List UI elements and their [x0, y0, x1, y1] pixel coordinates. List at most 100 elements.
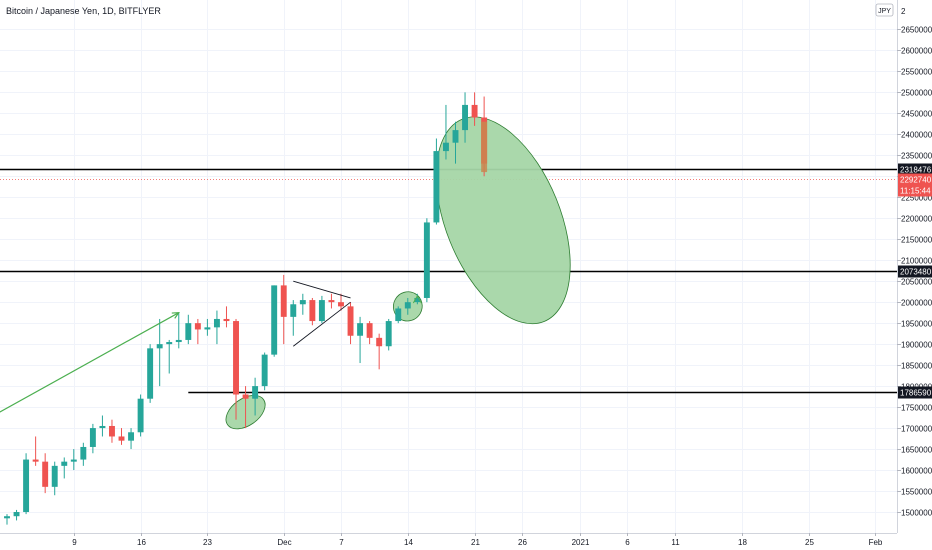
candle-body: [242, 394, 249, 399]
candle-body: [376, 337, 383, 347]
candle-body: [89, 428, 96, 447]
candle-body: [357, 323, 364, 336]
candle: [271, 285, 278, 357]
y-tick-label: 2100000: [901, 257, 932, 266]
candle-body: [128, 432, 135, 441]
candle-body: [118, 436, 125, 441]
candle-body: [366, 323, 373, 338]
y-tick-label: 2550000: [901, 68, 932, 77]
candle: [385, 318, 392, 351]
candle: [42, 453, 49, 494]
candle: [128, 428, 135, 450]
candle-body: [338, 302, 344, 307]
level-label: 1786590: [900, 389, 932, 398]
candle: [376, 333, 383, 370]
candle: [175, 312, 182, 349]
candle-body: [385, 321, 392, 347]
breakout-marker: [412, 294, 422, 304]
y-tick-label: 2400000: [901, 131, 932, 140]
y-tick-label: 2250000: [901, 194, 932, 203]
candle-body: [23, 459, 30, 513]
candle-body: [252, 386, 259, 399]
candle: [80, 442, 87, 466]
y-tick-label: 2600000: [901, 47, 932, 56]
level-label: 2318476: [900, 166, 932, 175]
candle: [290, 300, 297, 336]
y-tick-label: 1900000: [901, 341, 932, 350]
candle-body: [347, 306, 354, 336]
x-axis: 9 16 23 Dec 7 14 21 26 2021 6 11 18 25 Feb: [72, 533, 883, 547]
candle-body: [433, 151, 440, 223]
candle: [166, 339, 173, 374]
level-label-bg: [898, 163, 932, 176]
candle: [204, 318, 211, 336]
triangle-lower-line: [293, 301, 351, 347]
x-tick-label: 16: [137, 538, 146, 547]
y-tick-label: 1950000: [901, 320, 932, 329]
candle-body: [194, 323, 201, 330]
candle-body: [423, 222, 430, 298]
candle: [61, 457, 68, 479]
annotations-over: [0, 121, 488, 413]
candle: [32, 436, 39, 466]
x-tick-label: 9: [72, 538, 77, 547]
y-tick-label: 1550000: [901, 488, 932, 497]
y-tick-label: 2500000: [901, 89, 932, 98]
candle: [366, 321, 373, 345]
candle-body: [13, 512, 20, 517]
triangle-upper-line: [293, 280, 351, 299]
candle-body: [4, 516, 10, 519]
x-tick-label: 26: [518, 538, 527, 547]
x-tick-label: 11: [671, 538, 680, 547]
candles: [4, 92, 488, 525]
x-tick-label: Dec: [277, 538, 291, 547]
y-tick-label: 1600000: [901, 467, 932, 476]
y-tick-label: 2150000: [901, 236, 932, 245]
last-price-label: 2292740: [900, 176, 932, 185]
axis-labels: 2318476 2073480 1786590 2292740 11:15:44: [898, 163, 932, 399]
candle: [338, 293, 344, 311]
candle-body: [51, 465, 58, 487]
candle: [433, 138, 440, 225]
y-tick-label: 2650000: [901, 26, 932, 35]
candle-body: [147, 348, 154, 399]
candle: [404, 297, 411, 315]
candle-body: [109, 425, 115, 437]
x-tick-label: 23: [203, 538, 212, 547]
candle: [423, 218, 430, 303]
forecast-rectangle: [481, 121, 488, 173]
candle: [452, 121, 459, 164]
x-tick-label: 21: [471, 538, 480, 547]
candle: [442, 104, 449, 160]
x-tick-label: 18: [738, 538, 747, 547]
currency-badge-label: JPY: [878, 8, 891, 15]
candle: [328, 293, 335, 309]
candle-body: [471, 104, 478, 118]
candle: [309, 297, 316, 326]
y-tick-label: 2000000: [901, 299, 932, 308]
y-tick-label: 1850000: [901, 362, 932, 371]
x-tick-label: 25: [805, 538, 814, 547]
y-tick-label: 2450000: [901, 110, 932, 119]
candle-body: [280, 285, 287, 317]
candle-body: [395, 308, 402, 322]
plot-background: [0, 0, 897, 533]
y-tick-partial-top: 2: [901, 7, 906, 16]
y-tick-label: 2350000: [901, 152, 932, 161]
candle: [23, 453, 30, 515]
candle: [395, 306, 402, 324]
candle-body: [185, 323, 192, 340]
candle: [242, 386, 249, 429]
candle: [156, 318, 163, 387]
x-tick-label: Feb: [869, 538, 883, 547]
candle-body: [223, 318, 230, 322]
candle: [185, 314, 192, 345]
candle-body: [204, 327, 211, 330]
candle: [147, 344, 154, 403]
currency-badge[interactable]: JPY: [875, 3, 894, 17]
candle: [70, 449, 77, 471]
trend-arrow-line: [0, 312, 180, 413]
level-label-bg: [898, 386, 932, 399]
candle-body: [290, 304, 297, 317]
y-tick-label: 1750000: [901, 404, 932, 413]
